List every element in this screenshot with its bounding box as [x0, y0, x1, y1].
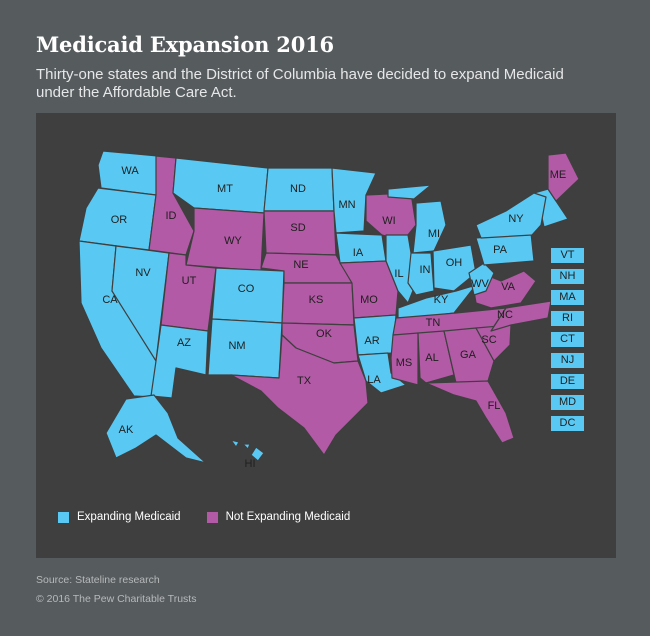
- state-label-al: AL: [425, 352, 438, 364]
- state-shape-co: [211, 267, 285, 324]
- state-label-wv: WV: [471, 278, 489, 290]
- state-label-va: VA: [501, 281, 516, 293]
- state-label-co: CO: [238, 283, 255, 295]
- legend-label-expanding: Expanding Medicaid: [77, 511, 181, 523]
- legend-swatch-expanding: [58, 511, 69, 523]
- state-label-nv: NV: [135, 267, 151, 279]
- source-note: Source: Stateline research: [36, 574, 160, 586]
- state-shape-ny: [475, 192, 547, 239]
- state-shape-ak: [105, 394, 207, 464]
- state-shape-me: [547, 152, 580, 202]
- state-label-hi: HI: [245, 458, 256, 470]
- small-state-ri: RI: [551, 311, 584, 326]
- state-shape-fl: [425, 380, 515, 444]
- state-label-ca: CA: [102, 294, 118, 306]
- state-shape-tx: [230, 334, 369, 456]
- legend-label-not-expanding: Not Expanding Medicaid: [225, 511, 351, 523]
- state-label-wa: WA: [121, 165, 139, 177]
- small-state-md: MD: [551, 395, 584, 410]
- state-label-sc: SC: [481, 334, 496, 346]
- small-state-de: DE: [551, 374, 584, 389]
- small-state-ct: CT: [551, 332, 584, 347]
- map-panel: WA OR CA NV ID MT WY UT AZ CO NM ND SD NE KS OK TX MN IA MO…: [36, 113, 616, 558]
- state-label-ms: MS: [396, 357, 413, 369]
- small-state-ma: MA: [551, 290, 584, 305]
- state-label-me: ME: [550, 169, 567, 181]
- small-state-nh: NH: [551, 269, 584, 284]
- state-label-tx: TX: [297, 375, 312, 387]
- state-label-tn: TN: [426, 317, 441, 329]
- state-label-wi: WI: [382, 215, 395, 227]
- state-label-ne: NE: [293, 259, 308, 271]
- state-label-mi: MI: [428, 228, 440, 240]
- state-shape-wv: [468, 262, 495, 296]
- state-shape-la: [357, 352, 407, 394]
- state-label-ut: UT: [182, 275, 197, 287]
- state-label-ny: NY: [508, 213, 524, 225]
- state-label-mn: MN: [338, 199, 355, 211]
- state-label-ok: OK: [316, 328, 333, 340]
- legend-item-expanding: Expanding Medicaid: [58, 511, 181, 523]
- state-label-mo: MO: [360, 294, 378, 306]
- state-shape-in: [407, 252, 435, 296]
- state-label-ak: AK: [119, 424, 134, 436]
- state-label-ky: KY: [434, 294, 449, 306]
- page-title: Medicaid Expansion 2016: [36, 32, 334, 57]
- state-label-mt: MT: [217, 183, 233, 195]
- state-label-az: AZ: [177, 337, 191, 349]
- state-shape-ga: [443, 327, 495, 384]
- state-label-oh: OH: [446, 257, 463, 269]
- state-shape-al: [417, 330, 455, 384]
- state-label-ga: GA: [460, 349, 477, 361]
- legend: Expanding Medicaid Not Expanding Medicai…: [58, 511, 376, 523]
- state-label-ar: AR: [364, 335, 379, 347]
- copyright-note: © 2016 The Pew Charitable Trusts: [36, 593, 197, 605]
- state-label-nm: NM: [228, 340, 245, 352]
- state-label-in: IN: [420, 264, 431, 276]
- legend-item-not-expanding: Not Expanding Medicaid: [206, 511, 351, 523]
- state-label-fl: FL: [488, 400, 501, 412]
- legend-swatch-not-expanding: [206, 511, 218, 523]
- state-label-wy: WY: [224, 235, 242, 247]
- state-shape-oh: [432, 244, 477, 292]
- state-label-nc: NC: [497, 309, 513, 321]
- state-label-ks: KS: [309, 294, 324, 306]
- state-shape-il: [385, 234, 417, 304]
- page-subtitle: Thirty-one states and the District of Co…: [36, 66, 564, 101]
- state-shape-nc: [490, 300, 552, 332]
- state-shape-ms: [390, 332, 419, 386]
- small-state-nj: NJ: [551, 353, 584, 368]
- state-shape-hi: [230, 439, 265, 462]
- small-state-dc: DC: [551, 416, 584, 431]
- state-label-id: ID: [166, 210, 177, 222]
- state-shape-az: [150, 324, 209, 399]
- state-shape-mn: [331, 167, 377, 234]
- state-label-il: IL: [394, 268, 403, 280]
- state-label-la: LA: [367, 374, 381, 386]
- state-label-sd: SD: [290, 222, 305, 234]
- state-label-or: OR: [111, 214, 128, 226]
- state-label-pa: PA: [493, 244, 508, 256]
- state-label-ia: IA: [353, 247, 364, 259]
- state-label-nd: ND: [290, 183, 306, 195]
- us-map: WA OR CA NV ID MT WY UT AZ CO NM ND SD NE KS OK TX MN IA MO…: [78, 150, 580, 470]
- small-state-vt: VT: [551, 248, 584, 263]
